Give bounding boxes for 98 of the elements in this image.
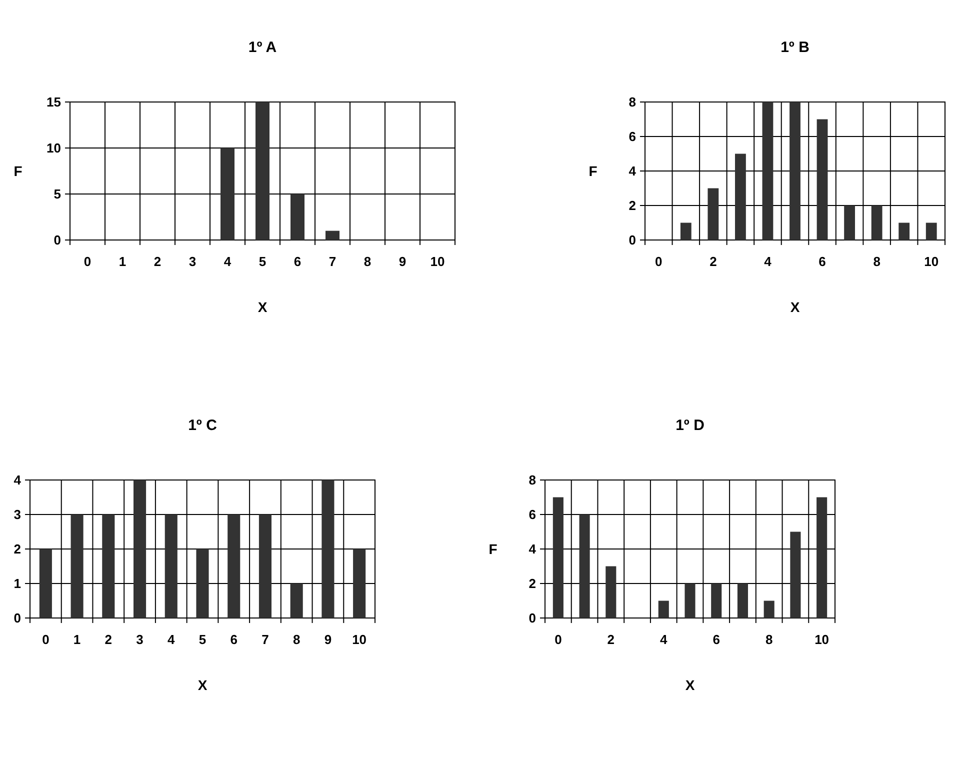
x-tick-label: 9 <box>324 632 332 647</box>
x-tick-label: 4 <box>764 254 772 269</box>
bar <box>579 514 590 618</box>
y-tick-label: 5 <box>54 186 61 202</box>
x-tick-label: 2 <box>154 254 162 269</box>
chart-title: 1º D <box>676 417 705 434</box>
y-tick-label: 8 <box>628 94 636 110</box>
x-tick-label: 4 <box>660 632 668 647</box>
bar <box>220 148 234 240</box>
bar <box>39 549 52 618</box>
bar <box>552 497 564 618</box>
x-tick-label: 9 <box>398 254 406 269</box>
y-tick-label: 1 <box>14 576 21 592</box>
y-tick-label: 6 <box>628 129 636 144</box>
bar <box>764 600 774 618</box>
x-tick-label: 5 <box>198 632 206 647</box>
x-tick-label: 5 <box>258 254 266 269</box>
y-tick-label: 0 <box>528 610 536 626</box>
bar <box>322 480 334 618</box>
x-tick-label: 10 <box>430 254 445 269</box>
y-tick-label: 2 <box>14 542 21 557</box>
x-tick-label: 6 <box>818 254 826 269</box>
y-tick-label: 0 <box>628 232 636 248</box>
y-tick-label: 4 <box>628 164 637 179</box>
bar <box>708 188 719 240</box>
y-axis-title: F <box>14 162 23 179</box>
x-tick-label: 6 <box>230 632 238 647</box>
bar <box>290 584 303 618</box>
x-tick-label: 2 <box>104 632 112 647</box>
bar <box>816 497 828 618</box>
x-tick-label: 7 <box>328 254 336 269</box>
bar <box>256 102 270 240</box>
bar <box>134 480 146 618</box>
bar <box>258 514 272 618</box>
x-axis-title: X <box>198 677 208 693</box>
chart-title: 1º C <box>188 417 218 434</box>
bar <box>844 206 855 240</box>
bar <box>684 584 696 618</box>
bar <box>326 230 340 240</box>
x-tick-label: 3 <box>136 632 144 647</box>
y-tick-label: 10 <box>46 140 61 156</box>
y-axis-title: F <box>588 162 598 179</box>
y-tick-label: 15 <box>46 94 61 110</box>
x-tick-label: 8 <box>765 632 773 647</box>
x-axis-title: X <box>258 299 268 315</box>
y-tick-label: 3 <box>14 507 21 522</box>
bar <box>70 514 84 618</box>
x-tick-label: 0 <box>84 254 92 269</box>
bar <box>735 154 746 240</box>
x-tick-label: 10 <box>924 254 939 269</box>
bar <box>102 514 115 618</box>
chart-title: 1º B <box>780 39 810 56</box>
bar <box>290 194 304 240</box>
bar <box>711 584 722 618</box>
x-tick-label: 6 <box>294 254 302 269</box>
bar <box>737 584 748 618</box>
x-tick-label: 10 <box>814 632 830 647</box>
x-tick-label: 6 <box>712 632 720 647</box>
y-tick-label: 4 <box>528 542 537 557</box>
x-tick-label: 7 <box>262 632 269 647</box>
x-tick-label: 3 <box>188 254 196 269</box>
bar <box>926 222 937 240</box>
bar <box>790 532 801 618</box>
x-tick-label: 2 <box>607 632 615 647</box>
x-tick-label: 1 <box>73 632 81 647</box>
y-axis-title: F <box>488 540 498 557</box>
bar <box>164 514 178 618</box>
x-tick-label: 4 <box>168 632 176 647</box>
chart-title: 1º A <box>248 39 277 56</box>
y-tick-label: 0 <box>54 232 61 248</box>
x-tick-label: 4 <box>224 254 232 269</box>
bar <box>680 222 692 240</box>
bar <box>871 206 882 240</box>
x-tick-label: 0 <box>655 254 662 269</box>
x-tick-label: 0 <box>554 632 562 647</box>
y-tick-label: 2 <box>628 198 636 214</box>
x-tick-label: 8 <box>873 254 880 269</box>
bar <box>196 549 209 618</box>
bar <box>658 600 669 618</box>
x-tick-label: 8 <box>364 254 372 269</box>
bar <box>790 102 800 240</box>
x-tick-label: 2 <box>710 254 717 269</box>
y-tick-label: 2 <box>528 576 536 592</box>
bar <box>898 222 910 240</box>
y-tick-label: 8 <box>528 472 536 488</box>
x-tick-label: 8 <box>292 632 300 647</box>
y-tick-label: 4 <box>14 472 22 488</box>
bar <box>762 102 774 240</box>
x-axis-title: X <box>685 677 696 693</box>
bar <box>606 566 616 618</box>
y-tick-label: 0 <box>14 610 21 626</box>
x-tick-label: 10 <box>352 632 367 647</box>
bar <box>353 549 366 618</box>
y-tick-label: 6 <box>528 507 536 522</box>
bar <box>228 514 240 618</box>
bar <box>816 119 828 240</box>
x-tick-label: 1 <box>118 254 126 269</box>
x-axis-title: X <box>790 299 800 315</box>
